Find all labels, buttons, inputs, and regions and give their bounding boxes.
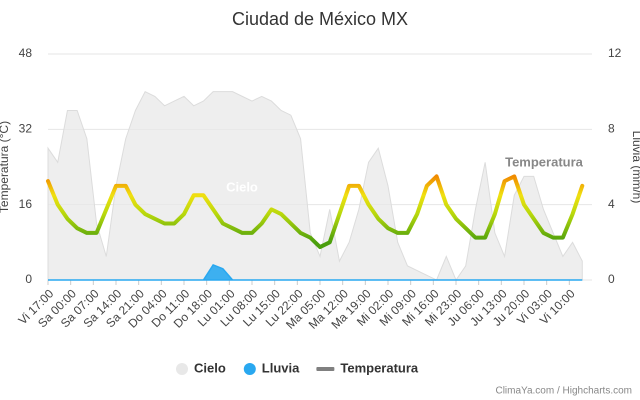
legend-label: Cielo (194, 360, 226, 375)
y2-tick-label: 12 (608, 46, 622, 60)
annotation: Cielo (226, 179, 258, 194)
legend-symbol (176, 363, 188, 375)
area-0 (47, 91, 583, 282)
y2-tick-label: 0 (608, 272, 615, 286)
area-1 (48, 264, 583, 281)
y2-tick-label: 8 (608, 122, 615, 136)
y-axis-title: Temperatura (°C) (0, 121, 11, 213)
temperature-line (46, 174, 585, 250)
legend-label: Lluvia (262, 360, 300, 375)
annotation: Temperatura (505, 154, 584, 169)
y-tick-label: 16 (19, 197, 33, 211)
y-tick-label: 0 (25, 272, 32, 286)
legend-label: Temperatura (340, 360, 419, 375)
chart-title: Ciudad de México MX (232, 9, 408, 29)
y2-tick-label: 4 (608, 197, 615, 211)
legend-symbol (243, 363, 256, 375)
legend-symbol (316, 367, 335, 371)
credits: ClimaYa.com / Highcharts.com (495, 386, 632, 397)
y-tick-label: 32 (19, 122, 33, 136)
y2-axis-title: Lluvia (mm/h) (630, 131, 640, 204)
y-tick-label: 48 (19, 46, 33, 60)
